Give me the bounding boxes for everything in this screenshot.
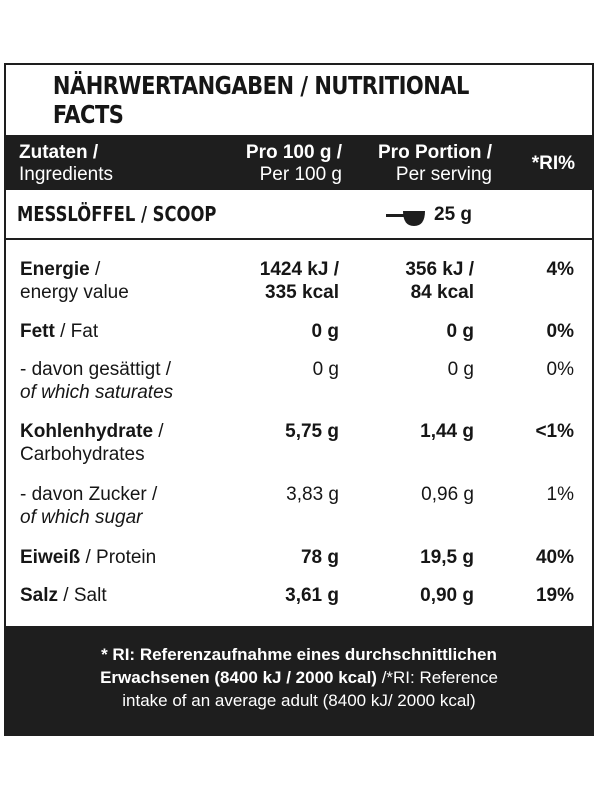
per100-value: 0 g (312, 359, 339, 380)
scoop-icon (386, 211, 425, 226)
footnote-line3: intake of an average adult (8400 kJ/ 200… (122, 691, 476, 710)
per100-line1: 1424 kJ / (259, 259, 339, 280)
per100-line2: 335 kcal (265, 282, 339, 303)
ri-value: 0% (546, 359, 574, 380)
scoop-row: MESSLÖFFEL / SCOOP 25 g (6, 190, 592, 240)
nutrient-name-bold: Salz (20, 585, 59, 606)
nutrient-name-rest: / (89, 259, 101, 280)
per100-value: 5,75 g (285, 421, 339, 442)
nutrient-name-line2: Carbohydrates (20, 444, 145, 465)
nutrient-name-bold: Eiweiß (20, 547, 81, 568)
nutrition-facts-panel: NÄHRWERTANGABEN / NUTRITIONAL FACTS Zuta… (4, 63, 594, 736)
portion-value: 0,90 g (420, 585, 474, 606)
nutrient-name: Kohlenhydrate / Carbohydrates (20, 420, 164, 466)
footnote-line2-bold: Erwachsenen (8400 kJ / 2000 kcal) (100, 668, 377, 687)
nutrient-name: - davon gesättigt / of which saturates (20, 358, 173, 404)
nutrient-name: Salz / Salt (20, 584, 107, 607)
nutrient-name-rest: - davon Zucker / (20, 484, 158, 505)
portion-value: 0,96 g (421, 484, 474, 505)
nutrient-name: - davon Zucker / of which sugar (20, 483, 157, 529)
column-header-per100: Pro 100 g / Per 100 g (246, 142, 342, 186)
portion-value: 0 g (447, 359, 474, 380)
portion-value: 356 kJ / 84 kcal (405, 258, 474, 304)
nutrient-name-rest: / Fat (54, 321, 99, 342)
nutrient-name: Energie / energy value (20, 258, 129, 304)
scoop-value: 25 g (434, 204, 473, 225)
ri-value: 0% (546, 321, 574, 342)
column-header-bar: Zutaten / Ingredients Pro 100 g / Per 10… (6, 135, 592, 190)
table-title: NÄHRWERTANGABEN / NUTRITIONAL FACTS (52, 71, 470, 129)
ri-value: 4% (546, 259, 574, 280)
ri-value: 40% (535, 547, 574, 568)
nutrient-name-line2: of which sugar (20, 507, 143, 528)
column-header-ingredients: Zutaten / Ingredients (19, 142, 113, 186)
column-header-portion: Pro Portion / Per serving (378, 142, 492, 186)
nutrient-name-bold: Fett (20, 321, 55, 342)
nutrient-name: Eiweiß / Protein (20, 546, 156, 569)
portion-value: 1,44 g (420, 421, 474, 442)
ri-value: 1% (546, 484, 574, 505)
ri-value: <1% (535, 421, 574, 442)
nutrient-name-rest: - davon gesättigt / (20, 359, 172, 380)
footnote-line2: Erwachsenen (8400 kJ / 2000 kcal) /*RI: … (6, 666, 592, 689)
per100-value: 1424 kJ / 335 kcal (260, 258, 339, 304)
per100-value: 78 g (300, 547, 339, 568)
nutrient-name-line2: of which saturates (20, 382, 174, 403)
footnote-line1: * RI: Referenzaufnahme eines durchschnit… (6, 643, 592, 666)
header-ingredients-sub: Ingredients (19, 164, 114, 185)
portion-line1: 356 kJ / (405, 259, 474, 280)
nutrient-name-bold: Energie (20, 259, 90, 280)
header-per100-bold: Pro 100 g / (245, 142, 342, 163)
per100-value: 3,83 g (286, 484, 339, 505)
footnote-line1-text: * RI: Referenzaufnahme eines durchschnit… (101, 645, 497, 664)
nutrient-name-rest: / (153, 421, 164, 442)
nutrient-name-rest: / Protein (80, 547, 157, 568)
portion-value: 19,5 g (420, 547, 474, 568)
per100-value: 0 g (311, 321, 339, 342)
nutrient-name-line2: energy value (20, 282, 129, 303)
footnote-line2-rest: /*RI: Reference (376, 668, 498, 687)
column-header-ri: *RI% (531, 153, 575, 174)
portion-line2: 84 kcal (410, 282, 474, 303)
header-per100-sub: Per 100 g (259, 164, 342, 185)
scoop-label: MESSLÖFFEL / SCOOP (17, 202, 217, 226)
per100-value: 3,61 g (285, 585, 339, 606)
nutrient-name: Fett / Fat (20, 320, 98, 343)
portion-value: 0 g (446, 321, 474, 342)
nutrient-name-bold: Kohlenhydrate (20, 421, 154, 442)
header-ingredients-bold: Zutaten / (19, 142, 99, 163)
nutrient-name-rest: / Salt (58, 585, 107, 606)
header-portion-sub: Per serving (395, 164, 492, 185)
footnote: * RI: Referenzaufnahme eines durchschnit… (6, 626, 592, 734)
ri-value: 19% (535, 585, 574, 606)
table-header: Zutaten / Ingredients Pro 100 g / Per 10… (6, 135, 592, 260)
header-portion-bold: Pro Portion / (378, 142, 492, 163)
